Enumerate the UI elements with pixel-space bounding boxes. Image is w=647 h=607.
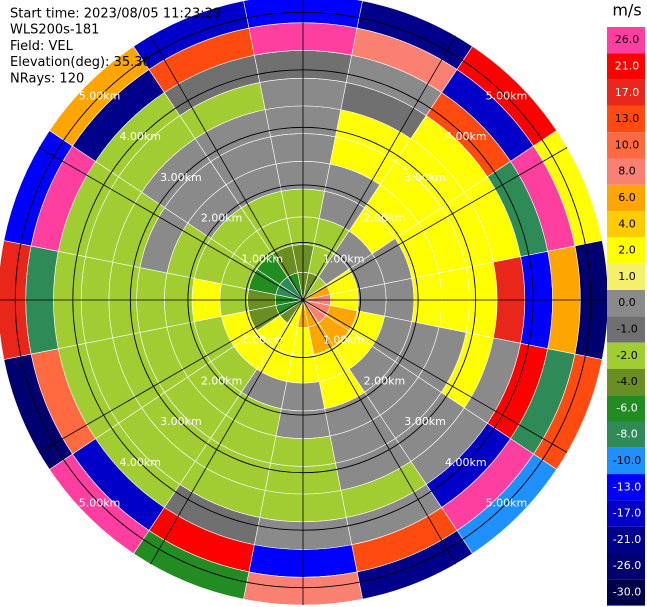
range-ring-label: 2.00km <box>201 212 243 225</box>
colorbar-tick-label: -2.0 <box>616 349 637 362</box>
range-ring-label: 3.00km <box>404 415 446 428</box>
range-ring-label: 5.00km <box>79 496 121 509</box>
colorbar-tick-label: -10.0 <box>613 454 641 467</box>
range-ring-label: 1.00km <box>323 252 365 265</box>
range-ring-label: 1.00km <box>323 334 365 347</box>
colorbar-box <box>607 211 645 238</box>
colorbar-tick-label: -8.0 <box>616 428 637 441</box>
range-ring <box>245 242 361 358</box>
range-ring-label: 5.00km <box>486 90 528 103</box>
colorbar-box <box>607 342 645 369</box>
range-ring-label: 2.00km <box>364 212 406 225</box>
range-ring-label: 4.00km <box>119 130 161 143</box>
colorbar-box <box>607 132 645 159</box>
colorbar-tick-label: -30.0 <box>613 585 641 598</box>
header-annotation: NRays: 120 <box>10 71 84 86</box>
range-ring <box>72 69 534 531</box>
colorbar-box <box>607 474 645 501</box>
colorbar-box <box>607 27 645 54</box>
header-annotation: Elevation(deg): 35.30 <box>10 55 151 70</box>
colorbar-tick-label: -4.0 <box>616 375 637 388</box>
colorbar-tick-label: 17.0 <box>615 86 640 99</box>
colorbar-box <box>607 105 645 133</box>
colorbar-tick-label: 26.0 <box>615 33 640 46</box>
colorbar-box <box>607 526 645 553</box>
range-ring-label: 3.00km <box>404 171 446 184</box>
colorbar-tick-label: -17.0 <box>613 507 641 520</box>
colorbar-box <box>607 553 645 580</box>
range-ring-label: 2.00km <box>201 374 243 387</box>
header-annotation: WLS200s-181 <box>10 23 99 38</box>
colorbar-box <box>607 316 645 343</box>
range-ring-label: 5.00km <box>79 90 121 103</box>
colorbar-box <box>607 579 645 606</box>
azimuth-spoke <box>150 35 456 565</box>
colorbar: 26.0 21.0 17.0 13.0 10.0 8.0 6.0 4.0 2.0 1.0 0.0 -1… <box>607 27 645 606</box>
colorbar-box <box>607 500 645 527</box>
colorbar-tick-label: 1.0 <box>618 270 636 283</box>
colorbar-box <box>607 421 645 448</box>
range-ring-label: 1.00km <box>242 252 284 265</box>
range-ring-label: 5.00km <box>486 496 528 509</box>
colorbar-box <box>607 158 645 185</box>
header-annotation: Start time: 2023/08/05 11:23:29 <box>10 7 221 22</box>
colorbar-tick-label: 10.0 <box>615 138 640 151</box>
colorbar-tick-label: 13.0 <box>615 112 640 125</box>
range-ring <box>187 184 419 416</box>
range-ring <box>14 11 592 589</box>
colorbar-box <box>607 447 645 475</box>
header-annotations: Start time: 2023/08/05 11:23:29WLS200s-1… <box>10 7 221 87</box>
range-ring-label: 4.00km <box>119 456 161 469</box>
colorbar-box <box>607 79 645 106</box>
range-ring-label: 4.00km <box>445 130 487 143</box>
header-annotation: Field: VEL <box>10 39 74 54</box>
colorbar-tick-label: 2.0 <box>618 244 636 257</box>
range-ring-label: 3.00km <box>160 415 202 428</box>
colorbar-box <box>607 368 645 396</box>
colorbar-unit: m/s <box>612 1 641 20</box>
range-overlay: 1.00km 1.00km 1.00km 1.00km 2.00km 2.00km 2.00… <box>0 0 608 605</box>
range-ring-label: 4.00km <box>445 456 487 469</box>
colorbar-box <box>607 53 645 80</box>
colorbar-box <box>607 395 645 422</box>
colorbar-tick-label: 4.0 <box>618 217 636 230</box>
colorbar-tick-label: -26.0 <box>613 559 641 572</box>
range-ring-label: 1.00km <box>242 334 284 347</box>
colorbar-box <box>607 237 645 264</box>
colorbar-tick-label: 6.0 <box>618 191 636 204</box>
colorbar-box <box>607 263 645 290</box>
colorbar-box <box>607 290 645 317</box>
colorbar-tick-label: -21.0 <box>613 533 641 546</box>
colorbar-tick-label: 8.0 <box>618 165 636 178</box>
colorbar-tick-label: 21.0 <box>615 59 640 72</box>
colorbar-box <box>607 184 645 212</box>
range-ring-label: 3.00km <box>160 171 202 184</box>
colorbar-tick-label: -1.0 <box>616 322 637 335</box>
colorbar-tick-label: 0.0 <box>618 296 636 309</box>
colorbar-tick-label: -13.0 <box>613 480 641 493</box>
range-ring <box>129 126 477 474</box>
range-ring-label: 2.00km <box>364 374 406 387</box>
colorbar-tick-label: -6.0 <box>616 401 637 414</box>
